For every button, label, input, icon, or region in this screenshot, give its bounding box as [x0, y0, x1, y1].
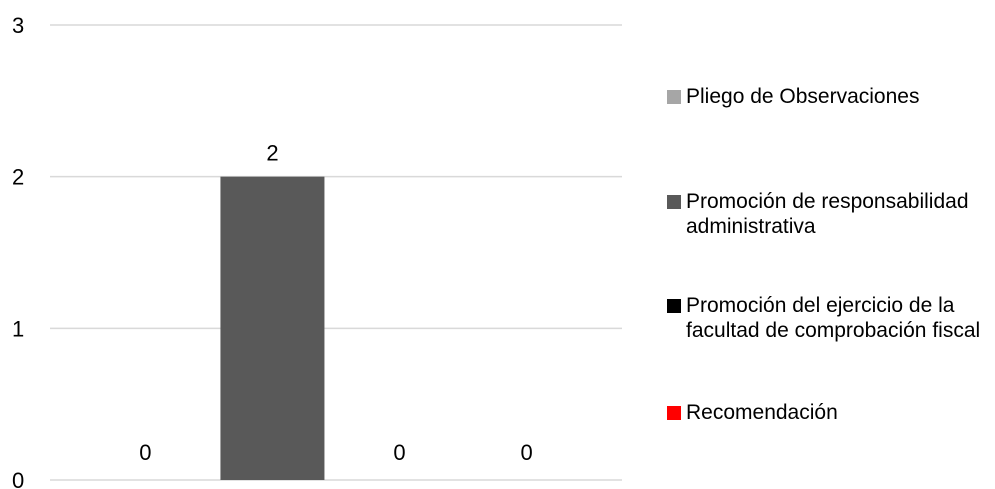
data-label: 2	[266, 141, 278, 166]
y-tick-label: 0	[12, 468, 24, 489]
legend-label: Recomendación	[686, 401, 838, 424]
legend-label: Promoción de responsabilidad administrat…	[686, 190, 969, 238]
bar	[220, 176, 325, 480]
legend-swatch	[667, 406, 681, 420]
legend: Pliego de Observaciones Promoción de res…	[667, 0, 995, 489]
data-label: 0	[393, 440, 405, 465]
legend-item-pliego: Pliego de Observaciones	[667, 84, 993, 109]
legend-label: Promoción del ejercicio de la facultad d…	[686, 294, 981, 342]
legend-label: Pliego de Observaciones	[686, 85, 920, 108]
data-label: 0	[139, 440, 151, 465]
y-tick-label: 3	[12, 13, 24, 38]
legend-item-comprobacion: Promoción del ejercicio de la facultad d…	[667, 293, 993, 343]
y-tick-label: 2	[12, 165, 24, 190]
legend-item-responsabilidad: Promoción de responsabilidad administrat…	[667, 189, 993, 239]
data-label: 0	[521, 440, 533, 465]
bars	[220, 176, 325, 480]
y-tick-label: 1	[12, 316, 24, 341]
data-labels: 0 2 0 0	[139, 141, 533, 465]
y-axis-ticks: 0 1 2 3	[12, 13, 24, 489]
gridlines	[50, 24, 622, 481]
legend-swatch	[667, 195, 681, 209]
bar-chart: 0 1 2 3 0 2 0 0	[12, 13, 622, 489]
legend-swatch	[667, 299, 681, 313]
legend-swatch	[667, 90, 681, 104]
legend-item-recomendacion: Recomendación	[667, 400, 993, 425]
